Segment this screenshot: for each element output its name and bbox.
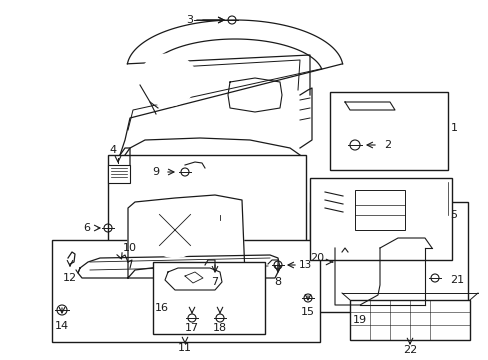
Polygon shape (128, 195, 244, 278)
Bar (108, 155, 305, 287)
Text: 21: 21 (449, 275, 463, 285)
Text: 8: 8 (274, 277, 281, 287)
Bar (309, 178, 451, 260)
Text: 3: 3 (186, 15, 193, 25)
Polygon shape (164, 268, 222, 290)
Bar (354, 190, 404, 230)
Text: 14: 14 (55, 321, 69, 331)
Text: 2: 2 (384, 140, 391, 150)
Bar (108, 165, 130, 183)
Text: 22: 22 (402, 345, 416, 355)
Ellipse shape (152, 66, 183, 94)
Bar (153, 262, 264, 334)
Text: 15: 15 (301, 307, 314, 317)
Polygon shape (78, 255, 280, 278)
Text: 10: 10 (123, 243, 137, 253)
Text: 5: 5 (449, 210, 457, 220)
Bar (309, 202, 467, 312)
Polygon shape (345, 102, 394, 110)
Bar (329, 92, 447, 170)
Ellipse shape (203, 220, 236, 250)
Text: 7: 7 (211, 277, 218, 287)
Text: 12: 12 (63, 273, 77, 283)
Text: 18: 18 (212, 323, 226, 333)
Ellipse shape (145, 202, 204, 257)
Bar (349, 300, 469, 340)
Text: 19: 19 (352, 315, 366, 325)
Text: 20: 20 (309, 253, 324, 263)
Text: 9: 9 (152, 167, 159, 177)
Text: 13: 13 (298, 260, 311, 270)
Text: 16: 16 (155, 303, 169, 313)
Text: 1: 1 (449, 123, 457, 133)
Ellipse shape (139, 54, 197, 106)
Bar (52, 240, 319, 342)
Text: 6: 6 (83, 223, 90, 233)
Text: 4: 4 (109, 145, 116, 155)
Text: 11: 11 (178, 343, 192, 353)
Text: 17: 17 (184, 323, 199, 333)
